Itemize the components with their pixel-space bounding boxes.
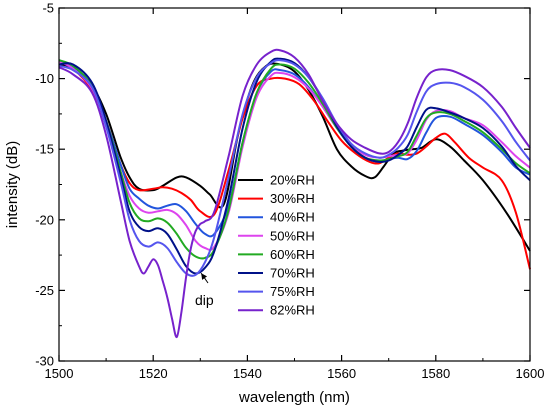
y-tick-label: -25 xyxy=(35,283,54,298)
series-layer xyxy=(58,48,531,339)
y-axis-title: intensity (dB) xyxy=(4,141,21,229)
series-line-30pctrh xyxy=(58,60,531,270)
y-tick-label: -20 xyxy=(35,212,54,227)
series-line-75pctrh xyxy=(58,59,531,277)
series-line-82pctrh xyxy=(58,48,531,339)
y-tick-label: -15 xyxy=(35,142,54,157)
series-line-40pctrh xyxy=(58,59,531,238)
legend-label: 60%RH xyxy=(270,247,315,262)
x-tick-label: 1520 xyxy=(139,366,168,381)
x-tick-label: 1540 xyxy=(233,366,262,381)
legend: 20%RH 30%RH 40%RH 50%RH 60%RH 70%RH 75%RH 82%RH xyxy=(238,173,315,318)
legend-label: 40%RH xyxy=(270,210,315,225)
x-tick-label: 1580 xyxy=(421,366,450,381)
x-tick-label: 1560 xyxy=(327,366,356,381)
annotation-label: dip xyxy=(195,292,214,308)
annotation-arrowhead xyxy=(201,273,208,280)
x-axis-title: wavelength (nm) xyxy=(238,389,350,406)
series-line-20pctrh xyxy=(58,62,531,252)
x-tick-label: 1500 xyxy=(45,366,74,381)
y-tick-label: -30 xyxy=(35,354,54,369)
legend-label: 75%RH xyxy=(270,284,315,299)
legend-label: 50%RH xyxy=(270,228,315,243)
legend-label: 82%RH xyxy=(270,303,315,318)
y-tick-label: -10 xyxy=(35,71,54,86)
legend-label: 70%RH xyxy=(270,266,315,281)
annotation: dip xyxy=(195,272,214,308)
series-line-60pctrh xyxy=(58,59,531,260)
ticks-layer: 1500 1520 1540 1560 1580 1600 -30 -25 -20 -15 -10 -… xyxy=(35,1,544,382)
legend-label: 30%RH xyxy=(270,191,315,206)
series-line-70pctrh xyxy=(58,57,531,275)
legend-label: 20%RH xyxy=(270,173,315,188)
x-tick-label: 1600 xyxy=(516,366,545,381)
y-tick-label: -5 xyxy=(42,1,54,16)
